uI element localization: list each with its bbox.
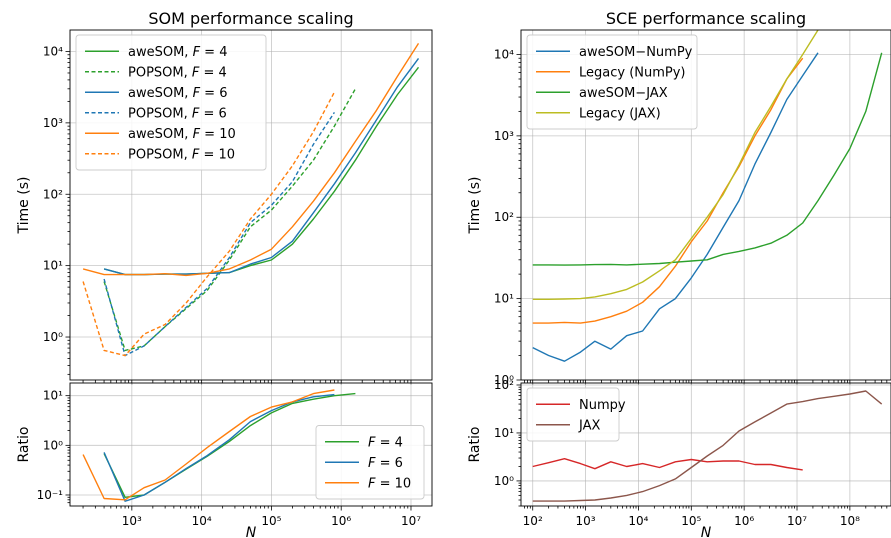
y-axis-label: Time (s) xyxy=(16,177,32,235)
legend-box xyxy=(75,34,267,171)
axes-frame xyxy=(69,29,433,381)
y-axis-label: Time (s) xyxy=(467,177,483,235)
series-line-1 xyxy=(532,390,883,502)
legend-label: aweSOM, F = 4 xyxy=(128,45,227,60)
y-tick-label: 10¹ xyxy=(494,426,514,440)
y-tick-label: 10² xyxy=(494,378,514,392)
x-tick-label: 10⁷ xyxy=(401,514,421,528)
legend-label: F = 6 xyxy=(368,456,403,471)
series-line-3 xyxy=(532,30,819,300)
y-tick-label: 10⁰ xyxy=(43,438,63,452)
y-tick-label: 10¹ xyxy=(494,292,514,306)
legend-label: F = 4 xyxy=(368,435,403,450)
x-tick-label: 10³ xyxy=(122,514,142,528)
legend-label: aweSOM, F = 6 xyxy=(128,86,227,101)
legend-label: Numpy xyxy=(579,398,626,413)
series-line-2 xyxy=(82,389,335,501)
legend-label: F = 10 xyxy=(368,476,411,491)
chart-sce_ratio: 10² 10³ 10⁴ 10⁵ 10⁶ 10⁷ 10⁸ 10⁰ 10¹ 10² Ratio N Nump… xyxy=(467,378,891,538)
y-tick-label: 10¹ xyxy=(43,259,63,273)
legend-label: Legacy (JAX) xyxy=(579,106,661,121)
legend-label: POPSOM, F = 10 xyxy=(128,147,235,162)
y-axis-label: Ratio xyxy=(16,427,32,463)
chart-title: SOM performance scaling xyxy=(148,9,353,28)
series-group xyxy=(532,390,883,502)
legend-box xyxy=(315,425,425,500)
y-tick-label: 10⁴ xyxy=(43,44,63,58)
chart-som_time: 10⁰ 10¹ 10² 10³ 10⁴ SOM performance scaling Ti… xyxy=(16,9,433,385)
y-tick-label: 10⁰ xyxy=(494,474,514,488)
x-tick-label: 10⁵ xyxy=(261,514,281,528)
y-tick-label: 10² xyxy=(43,187,63,201)
x-tick-label: 10⁶ xyxy=(331,514,351,528)
x-tick-label: 10² xyxy=(523,514,543,528)
series-line-1 xyxy=(532,57,804,324)
axes-frame xyxy=(69,382,433,507)
series-line-0 xyxy=(532,52,819,362)
y-tick-label: 10³ xyxy=(43,116,63,130)
legend-label: JAX xyxy=(578,418,600,433)
legend-label: Legacy (NumPy) xyxy=(579,65,686,80)
axes-frame xyxy=(520,382,891,507)
chart-sce_time: 10⁰ 10¹ 10² 10³ 10⁴ SCE performance scaling Ti… xyxy=(467,9,891,387)
x-tick-label: 10⁴ xyxy=(628,514,648,528)
legend-label: aweSOM, F = 10 xyxy=(128,127,236,142)
series-group xyxy=(532,30,883,362)
legend: F = 4 F = 6 F = 10 xyxy=(315,425,425,500)
x-tick-label: 10⁵ xyxy=(681,514,701,528)
legend-label: aweSOM−JAX xyxy=(579,86,668,101)
series-line-2 xyxy=(532,52,883,266)
y-tick-label: 10² xyxy=(494,210,514,224)
series-line-0 xyxy=(532,458,803,471)
y-tick-label: 10⁰ xyxy=(43,330,63,344)
chart-title: SCE performance scaling xyxy=(606,9,806,28)
x-tick-label: 10⁸ xyxy=(840,514,860,528)
series-group xyxy=(82,43,420,357)
y-axis-label: Ratio xyxy=(467,427,483,463)
legend-label: POPSOM, F = 4 xyxy=(128,65,227,80)
y-tick-label: 10¹ xyxy=(43,389,63,403)
series-line-5 xyxy=(82,91,336,357)
x-axis-label: N xyxy=(701,525,712,538)
y-tick-label: 10⁻¹ xyxy=(37,488,64,502)
x-tick-label: 10⁴ xyxy=(192,514,212,528)
x-tick-label: 10⁶ xyxy=(734,514,754,528)
legend-label: aweSOM−NumPy xyxy=(579,45,693,60)
series-group xyxy=(82,389,356,502)
y-tick-label: 10⁴ xyxy=(494,47,514,61)
x-tick-label: 10³ xyxy=(576,514,596,528)
x-axis-label: N xyxy=(246,525,257,538)
axes-frame xyxy=(520,29,891,381)
y-tick-label: 10⁰ xyxy=(494,373,514,387)
y-tick-label: 10³ xyxy=(494,129,514,143)
legend: aweSOM−NumPy Legacy (NumPy) aweSOM−JAX Lega… xyxy=(526,34,698,130)
legend: aweSOM, F = 4 POPSOM, F = 4 aweSOM, F = 6 P… xyxy=(75,34,267,171)
legend-label: POPSOM, F = 6 xyxy=(128,106,227,121)
legend: Numpy JAX xyxy=(526,387,626,442)
legend-box xyxy=(526,34,698,130)
x-tick-label: 10⁷ xyxy=(787,514,807,528)
series-line-3 xyxy=(103,112,335,357)
series-line-4 xyxy=(82,43,420,277)
legend-box xyxy=(526,387,620,442)
